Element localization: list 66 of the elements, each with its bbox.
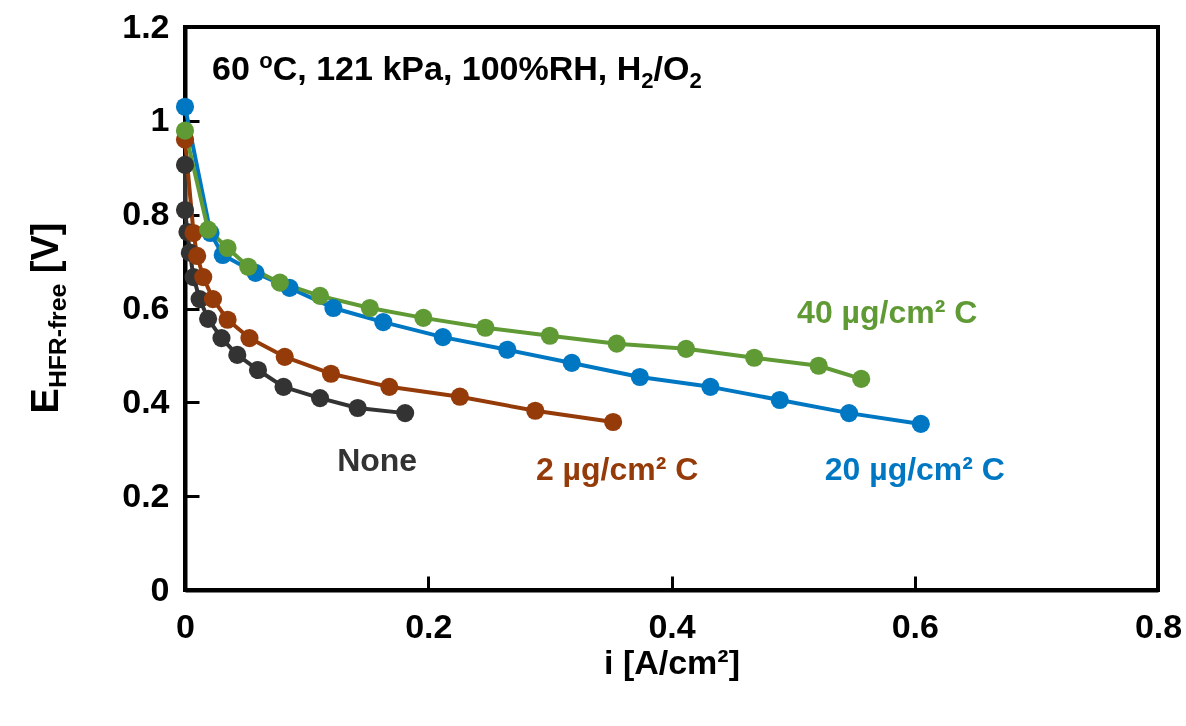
point [228, 345, 247, 365]
point [239, 257, 258, 276]
series-label: 40 µg/cm² C [797, 293, 978, 330]
point [562, 353, 581, 372]
point [380, 377, 399, 396]
point [324, 298, 343, 318]
y-tick-label: 1 [150, 100, 170, 139]
point [809, 356, 828, 375]
y-tick-label: 0.8 [122, 194, 170, 233]
point [184, 223, 203, 243]
point [677, 339, 696, 358]
point [374, 313, 393, 332]
series-label: None [337, 442, 418, 479]
point [203, 290, 223, 309]
point [701, 377, 720, 396]
y-tick-label: 0.2 [122, 475, 170, 514]
point [218, 310, 237, 329]
x-tick-label: 0.2 [405, 606, 453, 645]
point [270, 273, 289, 292]
point [275, 347, 294, 366]
point [540, 326, 559, 345]
point [199, 309, 218, 328]
series-label: 20 µg/cm² C [824, 450, 1005, 487]
y-tick-label: 0 [150, 569, 170, 608]
point [194, 268, 213, 287]
point [212, 328, 231, 348]
point [770, 390, 789, 410]
point [526, 401, 545, 420]
point [199, 220, 218, 239]
point [175, 121, 195, 140]
point [630, 367, 649, 387]
x-tick-label: 0.8 [1134, 606, 1183, 645]
point [607, 334, 626, 353]
point [321, 364, 341, 383]
x-axis-title: i [A/cm²] [604, 642, 740, 681]
point [745, 348, 764, 367]
point [248, 360, 268, 380]
point [604, 412, 623, 432]
point [218, 238, 237, 258]
point [414, 308, 433, 327]
point [240, 328, 259, 348]
series-label: 2 µg/cm² C [535, 451, 699, 488]
point [450, 387, 469, 406]
point [188, 246, 207, 266]
point [310, 389, 330, 408]
point [433, 328, 452, 347]
y-tick-label: 0.4 [122, 381, 170, 420]
point [274, 377, 293, 396]
point [911, 414, 930, 433]
point [396, 404, 415, 423]
point [348, 398, 367, 418]
point [310, 286, 330, 305]
x-tick-label: 0.4 [648, 606, 696, 645]
x-tick-label: 0.6 [891, 606, 939, 645]
y-tick-label: 0.6 [122, 288, 170, 326]
annotation: 60 $^{o}$C, 121 kPa, 100%RH, H$_{2}$/O$_{2}$ [212, 48, 702, 95]
point [498, 340, 517, 359]
point [175, 155, 195, 174]
point [175, 97, 195, 116]
x-tick-label: 0 [176, 606, 195, 645]
point [839, 404, 859, 423]
y-tick-label: 1.2 [122, 6, 170, 45]
point [852, 369, 871, 388]
point [360, 298, 379, 318]
point [476, 318, 495, 337]
point [175, 200, 195, 220]
